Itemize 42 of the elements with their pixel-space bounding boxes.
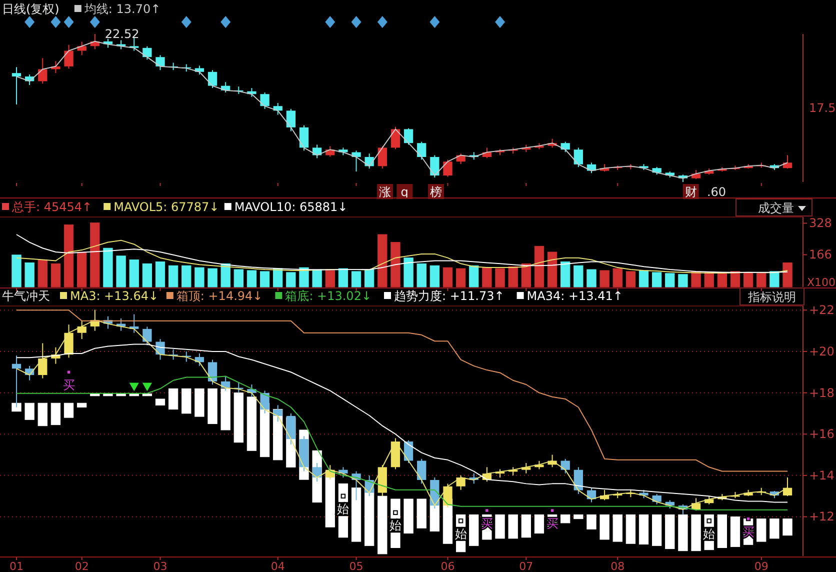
- legend-label: 趋势力度: +11.73↑: [394, 289, 504, 303]
- legend-label: 箱底: +13.02↓: [285, 289, 372, 303]
- chart-title: 牛气冲天: [2, 289, 50, 303]
- x-tick-label: 05: [349, 560, 364, 572]
- text: 买: [62, 378, 75, 392]
- y-tick-label: +22: [809, 303, 834, 318]
- legend-label: MAVOL10: 65881↓: [234, 200, 348, 214]
- text: 始: [337, 502, 350, 516]
- x-tick-label: 02: [74, 560, 89, 572]
- x-tick-label: 08: [610, 560, 625, 572]
- y-tick-label: +20: [809, 344, 834, 358]
- y-tick-label: 328: [809, 216, 832, 230]
- text: 榜: [430, 185, 442, 199]
- text: .60: [706, 185, 726, 199]
- text: 指标说明: [747, 290, 796, 304]
- legend-label: 均线: 13.70↑: [83, 2, 161, 16]
- x-tick-label: 07: [519, 560, 534, 572]
- x-tick-label: 09: [754, 560, 768, 572]
- legend-label: 箱顶: +14.94↓: [176, 289, 263, 303]
- legend-label: MA3: +13.64↓: [70, 289, 159, 303]
- chart-title: 日线(复权): [2, 2, 60, 16]
- x-tick-label: 03: [153, 560, 168, 572]
- text: 成交量: [758, 201, 794, 215]
- text: 始: [454, 526, 467, 541]
- text: 涨: [379, 185, 392, 199]
- y-tick-label: +14: [809, 468, 834, 482]
- text: 17.5: [809, 101, 836, 115]
- y-tick-label: +18: [809, 386, 834, 400]
- legend-label: 总手: 45454↑: [11, 200, 92, 214]
- text: 始: [703, 526, 716, 541]
- y-tick-label: +16: [809, 427, 834, 442]
- x-tick-label: 04: [270, 560, 285, 572]
- x-tick-label: 06: [440, 560, 455, 572]
- series-label: 始: [389, 518, 402, 533]
- annotation: 22.52: [104, 27, 140, 41]
- legend-label: MAVOL5: 67787↓: [114, 200, 220, 214]
- y-tick-label: 166: [809, 248, 832, 262]
- x-tick-label: 01: [9, 560, 24, 572]
- legend-label: MA34: +13.41↑: [526, 289, 623, 303]
- y-axis-title: X100: [807, 276, 836, 289]
- y-tick-label: +12: [809, 510, 834, 524]
- text: 财: [684, 185, 697, 199]
